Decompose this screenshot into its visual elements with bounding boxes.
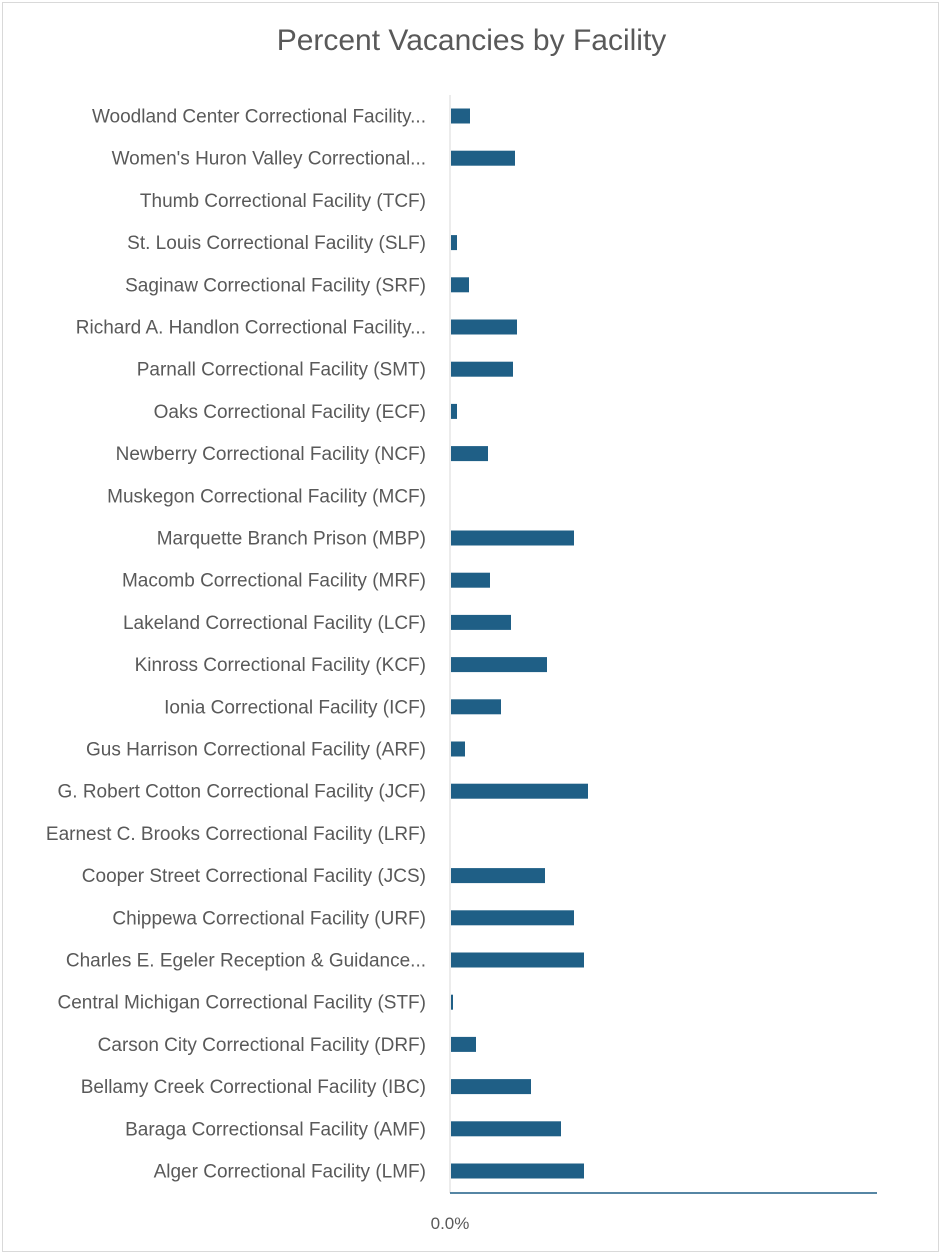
category-label: Women's Huron Valley Correctional... (112, 149, 426, 170)
bar (451, 657, 547, 673)
bar (451, 741, 465, 757)
bar (451, 319, 517, 335)
bar (451, 952, 584, 968)
category-label: Newberry Correctional Facility (NCF) (116, 444, 426, 465)
bar (451, 783, 588, 799)
category-label: G. Robert Cotton Correctional Facility (… (58, 782, 427, 803)
category-label: Saginaw Correctional Facility (SRF) (125, 275, 426, 296)
bar (451, 699, 501, 715)
category-label: Lakeland Correctional Facility (LCF) (123, 613, 426, 634)
bar (451, 910, 574, 926)
bar (451, 530, 574, 546)
bar (451, 1036, 476, 1052)
category-label: Alger Correctional Facility (LMF) (154, 1162, 426, 1183)
x-tick-label: 0.0% (431, 1214, 470, 1233)
category-label: Gus Harrison Correctional Facility (ARF) (86, 740, 426, 761)
category-label: Earnest C. Brooks Correctional Facility … (46, 824, 426, 845)
category-label: Richard A. Handlon Correctional Facility… (76, 318, 426, 339)
bar (451, 446, 488, 462)
category-label: Muskegon Correctional Facility (MCF) (107, 486, 426, 507)
category-label: St. Louis Correctional Facility (SLF) (127, 233, 426, 254)
category-label: Charles E. Egeler Reception & Guidance..… (66, 951, 426, 972)
bar (451, 1163, 584, 1179)
category-label: Carson City Correctional Facility (DRF) (98, 1035, 426, 1056)
category-label: Ionia Correctional Facility (ICF) (164, 697, 426, 718)
category-label: Central Michigan Correctional Facility (… (58, 993, 427, 1014)
category-label: Woodland Center Correctional Facility... (92, 107, 426, 128)
bar (451, 1121, 561, 1137)
category-label: Chippewa Correctional Facility (URF) (112, 908, 426, 929)
category-label: Macomb Correctional Facility (MRF) (122, 571, 426, 592)
bar (451, 235, 457, 251)
bar (451, 1079, 531, 1095)
bar (451, 572, 490, 588)
bar (451, 150, 515, 166)
chart-title: Percent Vacancies by Facility (276, 24, 667, 57)
category-label: Cooper Street Correctional Facility (JCS… (82, 866, 426, 887)
category-label: Bellamy Creek Correctional Facility (IBC… (81, 1077, 426, 1098)
bar (451, 614, 511, 630)
bar (451, 403, 457, 419)
category-label: Kinross Correctional Facility (KCF) (135, 655, 426, 676)
bar (451, 361, 513, 377)
bar (451, 108, 470, 124)
category-label: Thumb Correctional Facility (TCF) (140, 191, 426, 212)
category-label: Oaks Correctional Facility (ECF) (154, 402, 426, 423)
bar (451, 277, 469, 293)
bar (451, 868, 545, 884)
category-label: Parnall Correctional Facility (SMT) (137, 360, 426, 381)
category-label: Baraga Correctionsal Facility (AMF) (125, 1119, 426, 1140)
category-label: Marquette Branch Prison (MBP) (157, 529, 426, 550)
bar (451, 994, 453, 1010)
